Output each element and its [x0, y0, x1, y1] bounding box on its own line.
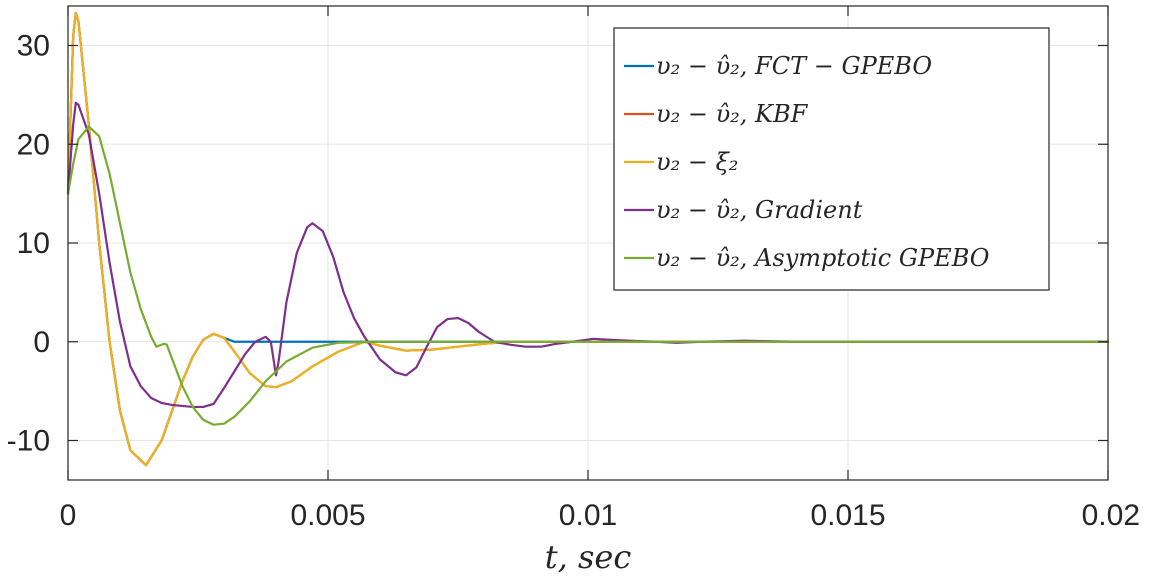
y-tick-label: 0 [33, 326, 50, 359]
y-tick-label: 20 [17, 128, 50, 161]
x-tick-label: 0.015 [810, 499, 885, 532]
x-tick-label: 0.02 [1082, 499, 1140, 532]
y-tick-label: 10 [17, 227, 50, 260]
series-layer [66, 11, 1110, 467]
series-line-5 [66, 125, 1110, 426]
legend-box [613, 27, 1050, 291]
x-tick-label: 0.005 [290, 499, 365, 532]
series-line-3 [66, 11, 1110, 467]
x-axis-label: t, sec [545, 538, 632, 576]
legend-entry-1: υ₂ − υ̂₂, FCT − GPEBO [656, 52, 932, 80]
legend-entry-3: υ₂ − ξ₂ [656, 148, 738, 176]
tick-labels: 0 0.005 0.01 0.015 0.02 -10 0 10 20 30 [7, 30, 1140, 533]
legend-entry-4: υ₂ − υ̂₂, Gradient [656, 196, 863, 224]
axes [67, 5, 1109, 481]
x-tick-label: 0.01 [559, 499, 617, 532]
legend-entry-2: υ₂ − υ̂₂, KBF [656, 100, 809, 128]
y-tick-label: -10 [7, 425, 50, 458]
legend-entry-5: υ₂ − υ̂₂, Asymptotic GPEBO [656, 244, 990, 272]
legend: υ₂ − υ̂₂, FCT − GPEBO υ₂ − υ̂₂, KBF υ₂ − ξ… [613, 27, 1050, 291]
y-tick-label: 30 [17, 30, 50, 63]
x-tick-label: 0 [60, 499, 77, 532]
